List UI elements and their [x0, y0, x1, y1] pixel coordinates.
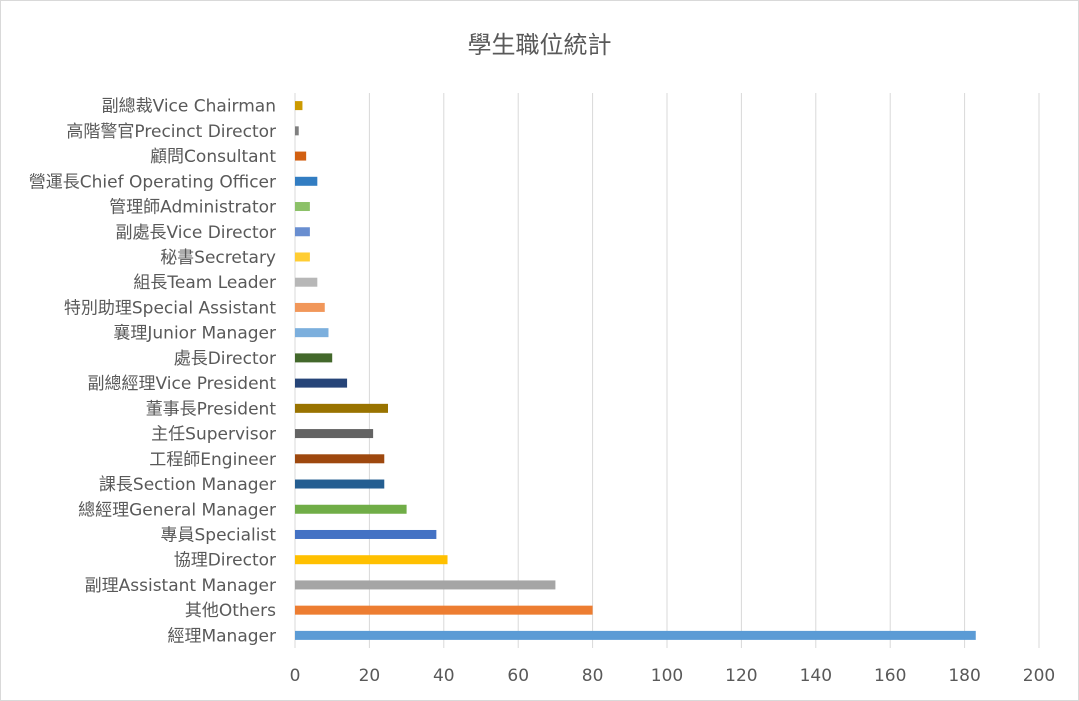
bar [295, 126, 299, 136]
bar [295, 176, 318, 186]
bar [295, 580, 556, 590]
category-label: 副總裁Vice Chairman [102, 97, 276, 117]
x-tick-label: 0 [290, 666, 301, 686]
x-tick-label: 80 [582, 666, 604, 686]
x-tick-label: 40 [433, 666, 455, 686]
category-label: 其他Others [185, 601, 276, 621]
x-tick-label: 120 [725, 666, 757, 686]
bar [295, 151, 307, 161]
bar [295, 252, 310, 262]
bar [295, 555, 448, 565]
bar [295, 302, 325, 312]
bar [295, 630, 976, 640]
category-label: 營運長Chief Operating Officer [29, 172, 276, 192]
bars [295, 101, 976, 640]
bar [295, 479, 385, 489]
category-label: 顧問Consultant [150, 147, 276, 167]
bar [295, 328, 329, 338]
bar [295, 454, 385, 464]
bar [295, 429, 374, 439]
bar [295, 277, 318, 287]
category-label: 副處長Vice Director [116, 223, 276, 243]
category-label: 副理Assistant Manager [85, 576, 276, 596]
x-tick-label: 180 [948, 666, 980, 686]
category-label: 主任Supervisor [151, 425, 276, 445]
category-labels: 經理Manager 其他Others 副理Assistant Manager 協理Di… [29, 97, 277, 647]
category-label: 處長Director [174, 349, 276, 369]
bar [295, 504, 407, 514]
bar [295, 202, 310, 212]
bar [295, 353, 333, 363]
x-tick-label: 140 [800, 666, 832, 686]
category-label: 協理Director [174, 551, 276, 571]
category-label: 經理Manager [167, 626, 276, 646]
x-tick-label: 20 [359, 666, 381, 686]
bar [295, 378, 348, 388]
category-label: 課長Section Manager [99, 475, 276, 495]
category-label: 管理師Administrator [109, 198, 276, 218]
x-tick-label: 60 [507, 666, 529, 686]
category-label: 襄理Junior Manager [113, 323, 276, 344]
x-tick-label: 160 [874, 666, 906, 686]
gridlines [294, 93, 1040, 648]
category-label: 秘書Secretary [160, 248, 276, 268]
bar [295, 529, 437, 539]
category-label: 總經理General Manager [78, 500, 276, 520]
bar [295, 605, 593, 615]
category-label: 工程師Engineer [149, 450, 276, 470]
category-label: 董事長President [146, 399, 277, 419]
category-label: 組長Team Leader [133, 273, 276, 293]
x-tick-label: 100 [651, 666, 683, 686]
bar [295, 227, 310, 237]
category-label: 專員Specialist [161, 525, 277, 545]
chart-title: 學生職位統計 [467, 31, 612, 59]
bar [295, 403, 388, 413]
category-label: 高階警官Precinct Director [66, 122, 276, 142]
x-tick-label: 200 [1023, 666, 1055, 686]
category-label: 特別助理Special Assistant [64, 298, 276, 318]
bar [295, 101, 303, 111]
x-tick-labels: 0 20 40 60 80 100 120 140 160 180 200 [290, 666, 1056, 686]
category-label: 副總經理Vice President [88, 374, 277, 394]
